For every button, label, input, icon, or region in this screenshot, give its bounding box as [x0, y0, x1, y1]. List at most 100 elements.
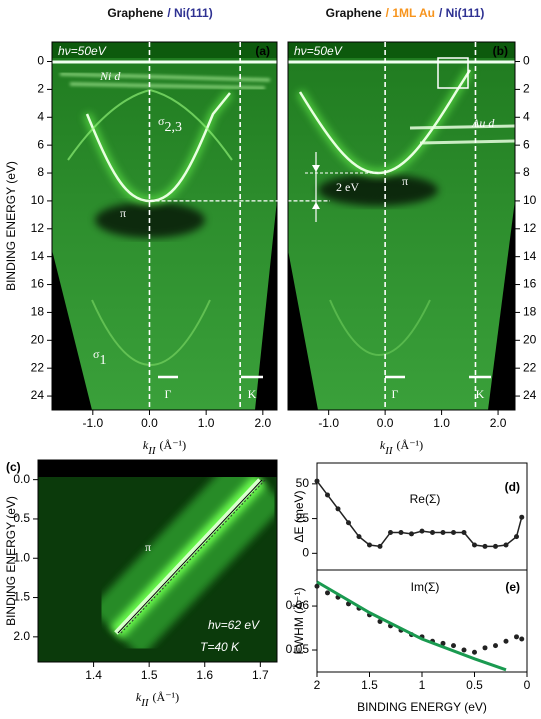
x-tick-label: 1.0	[433, 416, 450, 430]
x-axis-label: BINDING ENERGY (eV)	[357, 700, 487, 714]
data-point	[440, 529, 446, 535]
y-tick-label: 16	[523, 277, 537, 291]
y-tick-label: 1.0	[13, 550, 30, 564]
y-tick-label: 0.06	[286, 598, 310, 612]
data-point	[440, 640, 446, 646]
y-tick-label: 14	[31, 249, 45, 263]
x-tick-label: 2.0	[490, 416, 507, 430]
annotation-sub: 1	[99, 353, 106, 368]
y-tick-label: 24	[523, 388, 537, 402]
title-part: Graphene	[326, 6, 382, 20]
data-point	[514, 634, 519, 640]
panel-label: (e)	[505, 580, 520, 594]
annotation: σ1	[93, 347, 106, 368]
y-tick-label: 20	[523, 332, 537, 346]
panel-label: (b)	[493, 44, 508, 58]
y-tick-label: 8	[523, 165, 530, 179]
y-tick-label: 10	[523, 193, 537, 207]
y-tick-label: 8	[37, 165, 44, 179]
y-tick-label: 2	[523, 82, 530, 96]
data-point	[409, 531, 414, 537]
y-tick-label: 14	[523, 249, 537, 263]
x-axis-label-unit: (Å⁻¹)	[160, 438, 187, 452]
data-point	[519, 636, 525, 642]
x-tick-label: 0	[524, 678, 531, 692]
x-axis-label-symbol: k	[143, 438, 149, 452]
data-point	[461, 529, 467, 535]
panel-label: (d)	[505, 480, 520, 494]
y-tick-label: 50	[296, 476, 310, 490]
spectrum-a	[52, 42, 277, 410]
data-point	[514, 534, 519, 540]
plot-frame	[287, 41, 516, 411]
annotation: K	[248, 387, 257, 401]
y-tick-label: 22	[31, 360, 45, 374]
annotation: π	[402, 174, 408, 188]
annotation: σ2,3	[158, 114, 182, 135]
y-tick-label: 24	[31, 388, 45, 402]
panel-label: (c)	[6, 460, 21, 474]
title-part: / Ni(111)	[167, 6, 212, 20]
y-tick-label: 6	[37, 137, 44, 151]
x-tick-label: 0.0	[377, 416, 394, 430]
data-point	[388, 529, 393, 535]
y-tick-label: 0.05	[286, 642, 310, 656]
x-tick-label: -1.0	[318, 416, 339, 430]
data-point	[451, 529, 456, 535]
data-point	[482, 645, 488, 651]
y-axis-label: BINDING ENERGY (eV)	[4, 496, 18, 626]
annotation: hν=50eV	[294, 44, 343, 58]
x-axis-label: kII (Å⁻¹)	[143, 438, 186, 457]
y-tick-label: 12	[31, 221, 45, 235]
annotation: K	[476, 387, 485, 401]
annotation: Im(Σ)	[411, 580, 440, 594]
x-tick-label: 1.7	[252, 668, 269, 682]
data-point	[314, 478, 320, 484]
spectrum-b	[288, 42, 516, 410]
y-tick-label: 22	[523, 360, 537, 374]
y-tick-label: 0	[523, 54, 530, 68]
y-axis-label: BINDING ENERGY (eV)	[4, 161, 18, 291]
annotation: hν=62 eV	[208, 618, 260, 632]
x-tick-label: 2.0	[254, 416, 271, 430]
data-line	[316, 480, 523, 548]
y-tick-label: 2	[37, 82, 44, 96]
data-point	[356, 534, 362, 540]
title-part: / Ni(111)	[439, 6, 484, 20]
y-tick-label: 25	[296, 511, 310, 525]
panel-title: Graphene / 1ML Au / Ni(111)	[326, 6, 485, 20]
fit-line	[316, 580, 507, 672]
data-point	[377, 543, 383, 549]
data-point	[461, 647, 467, 653]
x-tick-label: 0.0	[141, 416, 158, 430]
annotation: Au d	[471, 116, 495, 130]
y-tick-label: 0	[302, 545, 309, 559]
plot-frame	[37, 459, 278, 663]
x-axis-label-unit: (Å⁻¹)	[153, 690, 180, 704]
x-tick-label: 1.4	[85, 668, 102, 682]
x-axis-label-sub: II	[384, 445, 394, 457]
data-point	[335, 506, 341, 512]
y-tick-label: 12	[523, 221, 537, 235]
data-point	[325, 492, 330, 498]
data-point	[472, 542, 477, 548]
y-tick-label: 18	[31, 305, 45, 319]
data-point	[430, 529, 435, 535]
x-tick-label: 1.5	[141, 668, 158, 682]
y-tick-label: 10	[31, 193, 45, 207]
y-tick-label: 0.0	[13, 472, 30, 486]
y-tick-label: 0	[37, 54, 44, 68]
x-axis-label-sub: II	[147, 445, 157, 457]
annotation: σ	[93, 347, 100, 361]
x-tick-label: 1.5	[361, 678, 378, 692]
x-axis-label: kII (Å⁻¹)	[380, 438, 423, 457]
annotation: Γ	[165, 387, 172, 401]
plot-frame	[316, 462, 528, 571]
y-axis-label: ΔE (meV)	[292, 490, 306, 542]
data-point	[493, 643, 498, 649]
data-point	[419, 528, 425, 534]
data-point	[451, 643, 456, 649]
annotation: π	[120, 206, 126, 220]
x-tick-label: 2	[314, 678, 321, 692]
